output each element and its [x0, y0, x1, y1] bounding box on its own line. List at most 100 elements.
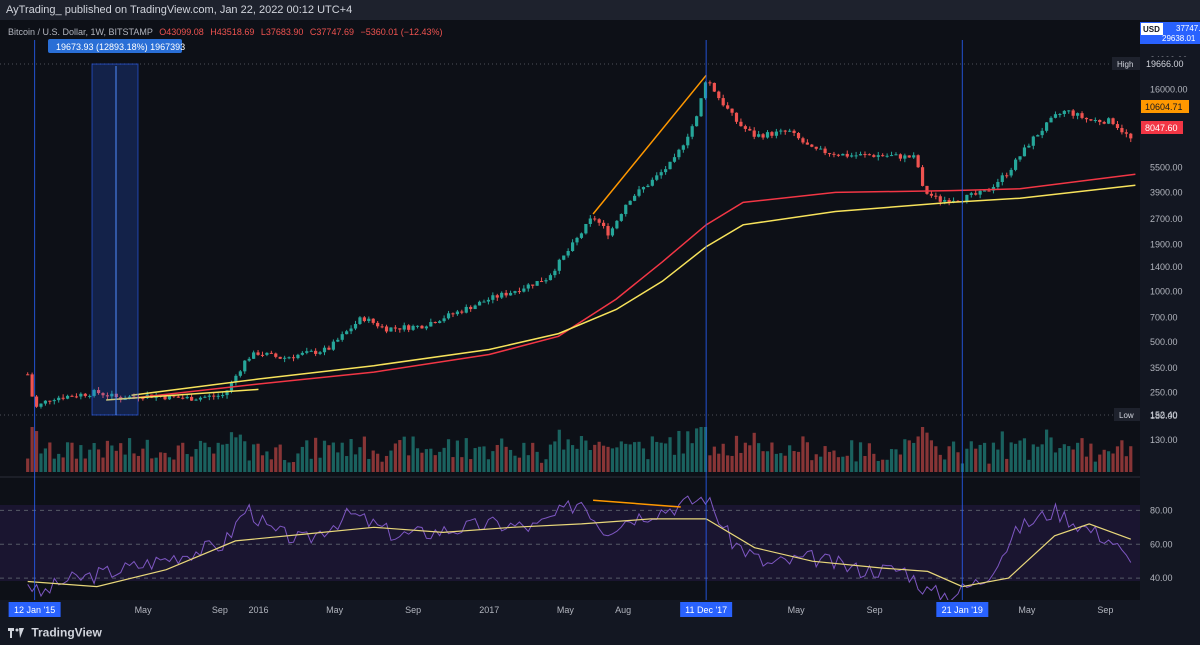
ema-yellow-line	[131, 184, 1136, 396]
candle-body	[823, 148, 827, 154]
candle-body	[1049, 117, 1053, 123]
volume-bar	[557, 429, 561, 472]
volume-bar	[83, 458, 87, 472]
price-tick-label: 700.00	[1150, 312, 1178, 322]
volume-bar	[579, 436, 584, 472]
candle-body	[504, 292, 508, 296]
high-label: High	[1117, 60, 1133, 69]
time-axis-bg	[0, 600, 1140, 620]
volume-bar	[229, 432, 234, 472]
volume-bar	[486, 459, 491, 472]
candle-body	[938, 196, 942, 202]
svg-text:Bitcoin / U.S. Dollar, 1W, BIT: Bitcoin / U.S. Dollar, 1W, BITSTAMP O430…	[8, 27, 443, 37]
volume-bar	[978, 444, 982, 472]
support-trendline[interactable]	[106, 388, 259, 401]
volume-bar	[1111, 453, 1115, 472]
measure-range-box[interactable]	[91, 63, 139, 416]
candle-body	[176, 396, 180, 398]
candle-body	[615, 220, 619, 229]
volume-bar	[48, 442, 52, 472]
legend-open: O43099.08	[159, 27, 204, 37]
candle-body	[796, 133, 801, 139]
candle-body	[358, 317, 362, 324]
candle-body	[588, 218, 592, 224]
candle-body	[1129, 133, 1133, 139]
candle-body	[788, 130, 792, 132]
legend-close: C37747.69	[310, 27, 354, 37]
candle-body	[712, 82, 716, 92]
price-trendline[interactable]	[592, 74, 707, 215]
volume-bar	[477, 446, 482, 472]
volume-bar	[1115, 446, 1120, 472]
candle-body	[212, 395, 216, 397]
candle-body	[70, 395, 74, 397]
candle-body	[260, 354, 265, 356]
candle-body	[181, 397, 185, 399]
volume-bar	[672, 454, 677, 472]
candle-body	[686, 136, 690, 146]
candle-body	[726, 105, 730, 109]
volume-bar	[110, 445, 114, 472]
candle-body	[814, 146, 818, 149]
volume-bar	[331, 442, 335, 472]
time-tick-label: May	[557, 605, 575, 615]
volume-bar	[730, 455, 734, 472]
candle-body	[531, 284, 535, 286]
candle-body	[690, 126, 694, 137]
volume-bar	[903, 439, 907, 472]
volume-bar	[872, 453, 876, 472]
volume-bar	[34, 431, 39, 472]
volume-bar	[734, 435, 739, 472]
candle-body	[934, 195, 938, 197]
price-chart[interactable]: Bitcoin / U.S. Dollar, 1W, BITSTAMP O430…	[0, 20, 1200, 620]
volume-bar	[420, 452, 424, 472]
volume-bar	[991, 442, 996, 472]
candle-body	[327, 347, 331, 350]
candle-body	[965, 194, 969, 202]
volume-bar	[974, 448, 978, 472]
volume-bar	[269, 459, 273, 472]
candle-body	[79, 393, 83, 397]
candle-body	[916, 155, 920, 168]
volume-bar	[823, 446, 827, 472]
volume-bar	[1089, 443, 1093, 472]
candle-body	[943, 200, 947, 202]
high-value-tag	[1141, 57, 1200, 70]
volume-bar	[26, 458, 30, 472]
volume-bar	[260, 455, 265, 472]
candle-body	[1040, 130, 1044, 136]
candle-body	[544, 280, 548, 282]
high-value: 19666.00	[1146, 59, 1184, 69]
time-tick-label: Sep	[212, 605, 228, 615]
candle-body	[1071, 110, 1075, 116]
currency-badge[interactable]	[1141, 23, 1163, 35]
volume-bar	[123, 454, 127, 472]
candle-body	[1005, 175, 1009, 177]
candle-body	[331, 341, 335, 350]
volume-bar	[353, 454, 358, 472]
volume-bar	[163, 452, 167, 472]
rsi-divergence-line[interactable]	[593, 499, 681, 508]
time-tick-label: May	[1018, 605, 1036, 615]
candle-body	[770, 132, 774, 136]
time-highlight-tag	[936, 602, 989, 617]
volume-bar	[987, 463, 991, 472]
price-tick-label: 350.00	[1150, 363, 1178, 373]
volume-bar	[526, 455, 530, 472]
volume-bar	[1084, 456, 1089, 472]
volume-bar	[894, 449, 898, 472]
candle-body	[221, 395, 225, 397]
volume-bar	[969, 441, 973, 472]
volume-bar	[858, 442, 863, 472]
volume-bar	[783, 455, 787, 472]
candle-body	[256, 352, 260, 355]
volume-bar	[951, 441, 956, 472]
candle-body	[996, 181, 1000, 188]
volume-bar	[522, 442, 526, 472]
volume-bar	[562, 449, 566, 472]
candle-body	[1076, 113, 1080, 116]
volume-bar	[247, 460, 251, 472]
candle-body	[513, 291, 517, 293]
volume-bar	[500, 438, 504, 472]
candle-body	[194, 399, 198, 401]
